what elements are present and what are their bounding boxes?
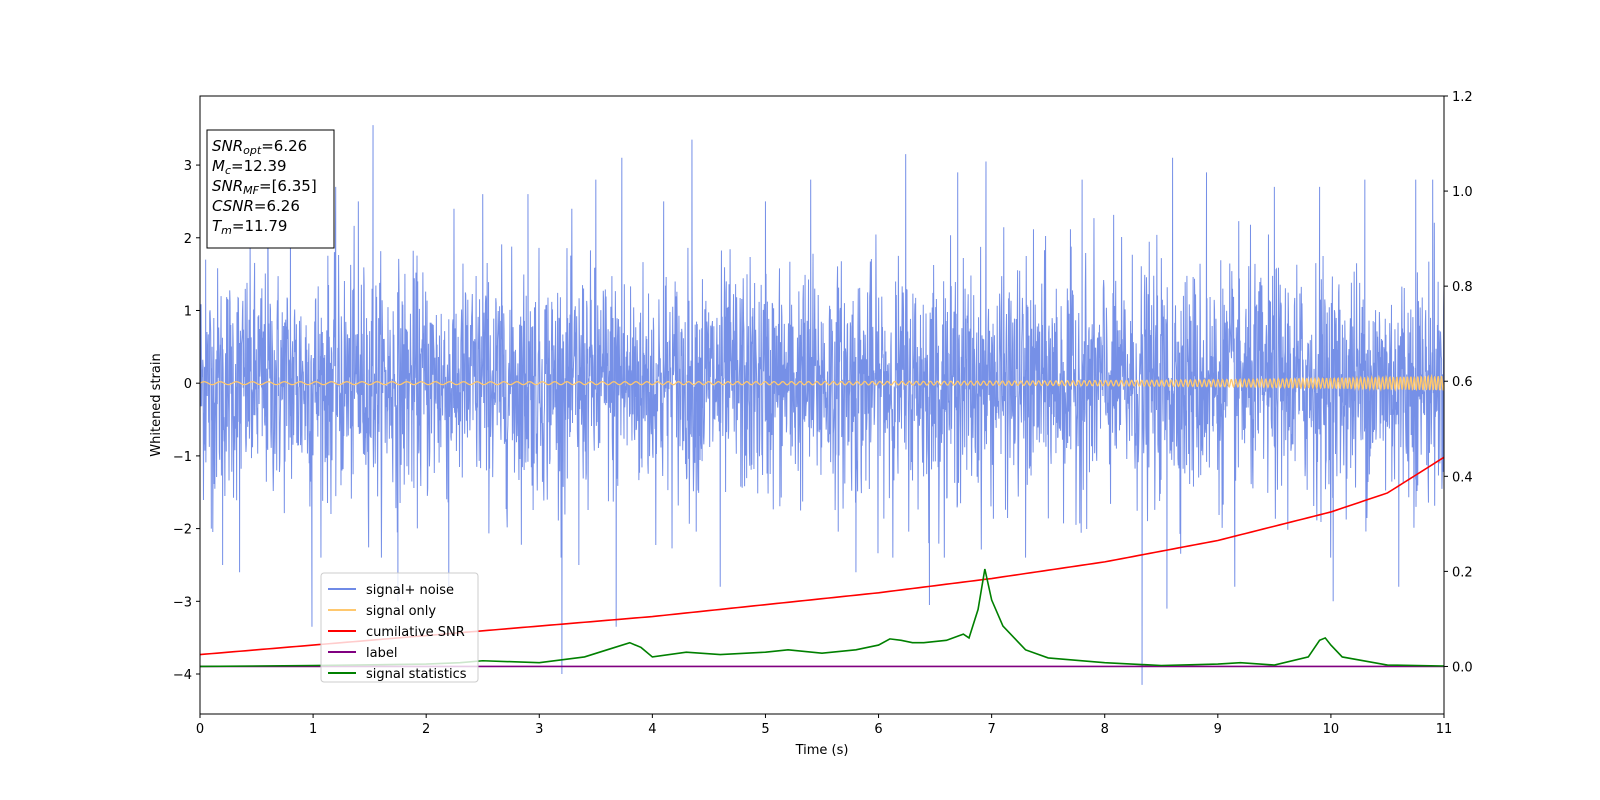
x-tick-label: 6 [874,722,882,737]
y-left-tick-label: 0 [184,377,192,392]
y-left-tick-label: −3 [173,595,192,610]
x-tick-label: 8 [1101,722,1109,737]
info-line: SNRMF=[6.35] [212,177,317,197]
series-signal-noise [200,125,1444,685]
y-axis-label: Whitened strain [149,353,164,456]
y-left-tick-label: −2 [173,523,192,538]
series-signal-only [200,373,1444,392]
y-right-tick-label: 1.2 [1452,90,1473,105]
x-tick-label: 1 [309,722,317,737]
y-right-tick-label: 0.8 [1452,280,1473,295]
x-axis-label: Time (s) [795,743,849,758]
legend: signal+ noise signal only cumilative SNR la… [320,572,479,683]
legend-entry: signal+ noise [366,583,454,598]
x-tick-label: 4 [648,722,656,737]
x-tick-label: 2 [422,722,430,737]
x-tick-label: 0 [196,722,204,737]
info-line: CSNR=6.26 [212,197,300,215]
y-right-tick-label: 0.4 [1452,470,1473,485]
y-axis-right: 0.0 0.2 0.4 0.6 0.8 1.0 1.2 [1444,90,1473,675]
legend-entry: signal statistics [366,667,467,682]
x-tick-label: 10 [1323,722,1340,737]
y-left-tick-label: 3 [184,159,192,174]
x-tick-label: 11 [1436,722,1453,737]
y-axis-left: −4 −3 −2 −1 0 1 2 3 [173,159,200,683]
y-left-tick-label: −4 [173,668,192,683]
legend-entry: cumilative SNR [366,625,465,640]
info-box: SNRopt=6.26Mc=12.39SNRMF=[6.35]CSNR=6.26… [206,129,335,249]
y-right-tick-label: 0.6 [1452,375,1473,390]
y-left-tick-label: 1 [184,304,192,319]
y-left-tick-label: 2 [184,232,192,247]
legend-entry: label [366,646,397,661]
x-axis: 0 1 2 3 4 5 6 7 8 9 10 11 [196,714,1452,737]
info-line: SNRopt=6.26 [212,137,307,157]
y-right-tick-label: 1.0 [1452,185,1473,200]
y-right-tick-label: 0.2 [1452,565,1473,580]
x-tick-label: 5 [761,722,769,737]
legend-frame [320,572,479,683]
x-tick-label: 3 [535,722,543,737]
info-box-frame [206,129,335,249]
y-right-tick-label: 0.0 [1452,660,1473,675]
info-line: Mc=12.39 [212,157,287,177]
legend-entry: signal only [366,604,436,619]
y-left-tick-label: −1 [173,450,192,465]
plot-frame [199,95,1445,715]
series-signal-statistics [200,568,1444,668]
x-tick-label: 7 [987,722,995,737]
info-line: Tm=11.79 [212,217,287,237]
x-tick-label: 9 [1214,722,1222,737]
